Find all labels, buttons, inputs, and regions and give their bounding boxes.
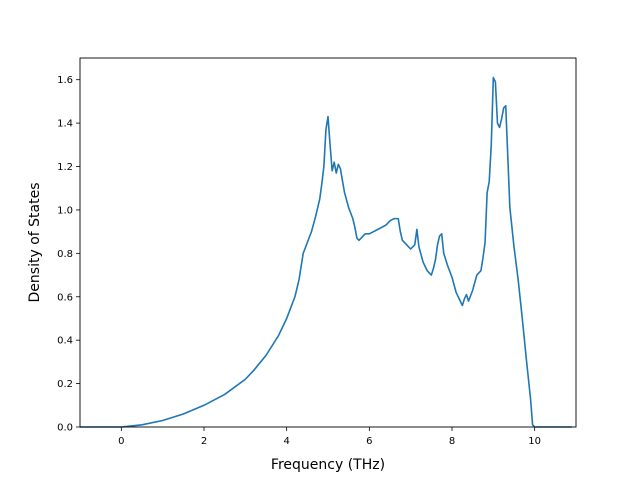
y-tick-label: 0.4 <box>57 336 73 347</box>
y-tick-label: 0.2 <box>57 379 73 390</box>
series-line <box>80 76 572 428</box>
y-tick-label: 0.6 <box>57 292 73 303</box>
x-tick-label: 8 <box>449 436 455 447</box>
x-tick-label: 6 <box>366 436 372 447</box>
x-tick-label: 10 <box>528 436 541 447</box>
y-tick-label: 0.8 <box>57 249 73 260</box>
x-axis-label: Frequency (THz) <box>271 457 385 473</box>
y-axis-label: Density of States <box>27 183 43 303</box>
y-tick-label: 1.4 <box>57 119 73 130</box>
y-tick-label: 0.0 <box>57 423 73 434</box>
y-axis: 0.0 0.2 0.4 0.6 0.8 1.0 1.2 1.4 1.6 <box>57 75 80 434</box>
plot-area <box>80 58 576 427</box>
x-tick-label: 0 <box>118 436 124 447</box>
y-tick-label: 1.2 <box>57 162 73 173</box>
plot-frame <box>79 57 577 428</box>
y-tick-label: 1.0 <box>57 205 73 216</box>
x-tick-label: 4 <box>283 436 289 447</box>
y-tick-label: 1.6 <box>57 75 73 86</box>
x-tick-label: 2 <box>201 436 207 447</box>
x-axis: 0 2 4 6 8 10 <box>118 427 541 447</box>
